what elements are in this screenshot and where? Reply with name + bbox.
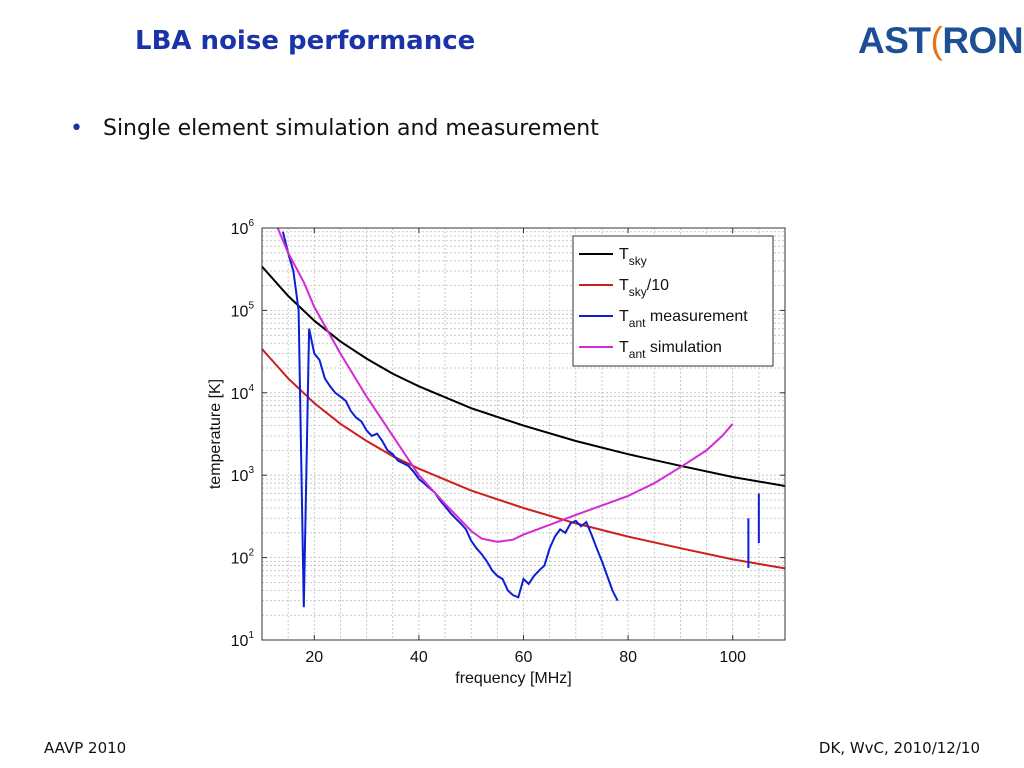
series-line-t-sky — [262, 265, 785, 487]
bullet-item: • Single element simulation and measureme… — [70, 116, 599, 141]
series-line-t-ant-simulation — [276, 228, 734, 543]
series-line-t-ant-measurement — [281, 231, 619, 608]
series-line-t-sky-10 — [262, 348, 785, 570]
logo-text-right: RON — [942, 20, 1024, 61]
astron-logo: AST(RON — [858, 20, 1024, 62]
logo-text-left: AST — [858, 20, 931, 61]
footer-right: DK, WvC, 2010/12/10 — [818, 739, 980, 757]
x-tick-label: 100 — [719, 649, 746, 666]
y-tick-label: 102 — [231, 548, 255, 568]
legend-box — [572, 235, 774, 367]
x-tick-label: 60 — [515, 649, 533, 666]
x-tick-label: 80 — [619, 649, 637, 666]
y-tick-label: 103 — [231, 465, 255, 485]
x-axis-label: frequency [MHz] — [455, 670, 571, 687]
y-tick-label: 105 — [231, 300, 255, 320]
legend-entry: Tant measurement — [619, 308, 748, 330]
ticks — [262, 227, 785, 641]
y-tick-label: 104 — [231, 383, 255, 403]
legend-entry: Tsky — [619, 246, 647, 268]
y-tick-label: 106 — [231, 218, 255, 238]
bullet-dot-icon: • — [70, 116, 83, 141]
legend-entry: Tant simulation — [619, 339, 722, 361]
bullet-text: Single element simulation and measuremen… — [102, 116, 599, 141]
x-tick-label: 40 — [410, 649, 428, 666]
slide-title: LBA noise performance — [135, 26, 476, 56]
y-axis-label: temperature [K] — [207, 379, 224, 489]
logo-accent: ( — [930, 20, 943, 61]
legend-entry: Tsky/10 — [619, 277, 669, 299]
x-tick-label: 20 — [305, 649, 323, 666]
series-group — [262, 228, 785, 608]
y-tick-label: 101 — [231, 630, 255, 650]
footer-left: AAVP 2010 — [44, 739, 127, 757]
legend: Tsky Tsky/10 Tant measurement Tant simulati… — [572, 235, 774, 367]
